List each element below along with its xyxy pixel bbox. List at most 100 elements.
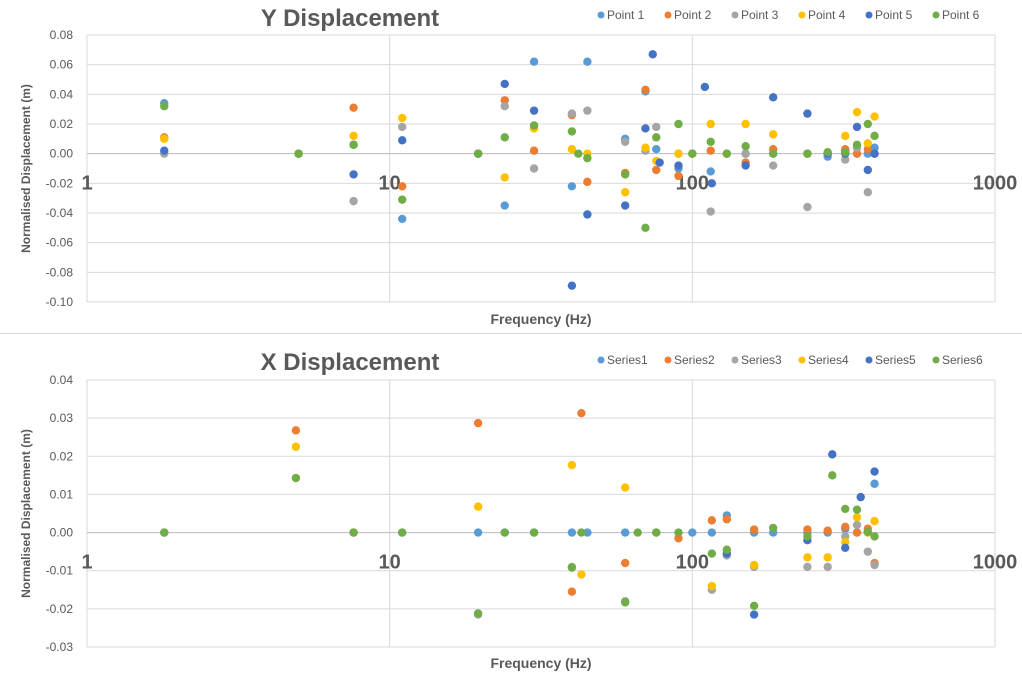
data-point [583,57,592,66]
data-point [741,149,750,158]
data-point [870,149,879,158]
legend-marker [798,11,806,19]
y-tick-label: -0.02 [46,602,74,616]
data-point [620,558,630,568]
legend-label: Point 4 [808,8,846,22]
data-point [841,504,850,514]
x-tick-label: 1000 [973,173,1018,195]
data-point [841,522,850,532]
data-point [633,528,642,537]
data-point [500,79,509,89]
legend-marker [597,11,605,19]
data-point [567,145,577,154]
data-point [741,119,750,129]
data-point [577,528,586,537]
data-point [841,543,850,553]
x-tick-label: 10 [379,552,401,574]
data-point [397,528,407,537]
y-tick-label: 0.08 [50,28,74,42]
data-point [652,145,661,154]
data-point [870,516,879,526]
y-tick-label: 0.01 [50,487,74,501]
legend-marker [932,356,940,364]
data-point [749,560,759,570]
x-axis-title: Frequency (Hz) [490,655,591,671]
data-point [567,281,577,290]
data-point [706,207,715,216]
data-point [674,119,683,129]
data-point [583,106,592,115]
data-point [852,528,862,537]
data-point [856,492,865,502]
data-point [870,131,879,141]
data-point [828,450,837,459]
data-point [863,188,873,197]
data-point [707,516,717,525]
data-point [500,173,509,182]
y-tick-label: 0.00 [50,147,74,161]
data-point [529,121,539,130]
data-point [768,149,778,158]
data-point [863,547,873,556]
data-point [823,147,832,157]
data-point [583,153,592,163]
y-axis-title: Normalised Displacement (m) [19,429,33,598]
data-point [583,528,592,537]
x-tick-label: 1 [81,552,92,574]
data-point [803,149,812,158]
data-point [641,223,650,233]
data-point [706,146,715,155]
x-tick-label: 10 [379,173,401,195]
data-point [852,140,862,149]
y-tick-label: 0.02 [50,117,74,131]
legend-marker [865,356,873,364]
data-point [803,553,812,562]
data-point [674,171,683,181]
data-point [648,50,657,59]
data-point [583,210,592,219]
chart-title: Y Displacement [261,5,439,32]
data-point [707,179,717,188]
data-point [529,146,539,155]
legend-marker [932,11,940,19]
data-point [706,137,715,146]
data-point [706,119,715,129]
data-point [349,103,358,112]
data-point [160,134,169,144]
data-point [749,525,759,534]
y-tick-label: -0.03 [46,640,74,654]
y-tick-label: -0.06 [46,236,74,250]
data-point [674,161,683,170]
data-point [160,146,169,155]
data-point [620,137,630,146]
data-point [160,528,169,537]
data-point [473,609,483,618]
legend-label: Series1 [607,353,648,367]
x-tick-label: 1000 [973,552,1018,574]
legend-label: Series5 [875,353,916,367]
data-point [291,473,301,483]
y-tick-label: -0.04 [46,206,74,220]
y-tick-label: 0.04 [50,87,74,101]
data-point [688,528,697,537]
x-tick-label: 100 [676,173,709,195]
y-axis-title: Normalised Displacement (m) [19,84,33,253]
data-point [397,122,407,132]
legend-label: Series3 [741,353,782,367]
data-point [852,122,862,132]
data-point [863,527,873,537]
data-point [803,109,812,118]
data-point [870,479,879,488]
data-point [397,214,407,224]
data-point [567,109,577,118]
data-point [294,149,303,158]
data-point [768,161,778,170]
data-point [852,513,862,522]
data-point [397,136,407,145]
data-point [841,131,850,141]
legend-label: Series6 [942,353,983,367]
data-point [823,553,832,562]
y-tick-label: -0.02 [46,176,74,190]
data-point [473,528,483,537]
data-point [870,112,879,121]
